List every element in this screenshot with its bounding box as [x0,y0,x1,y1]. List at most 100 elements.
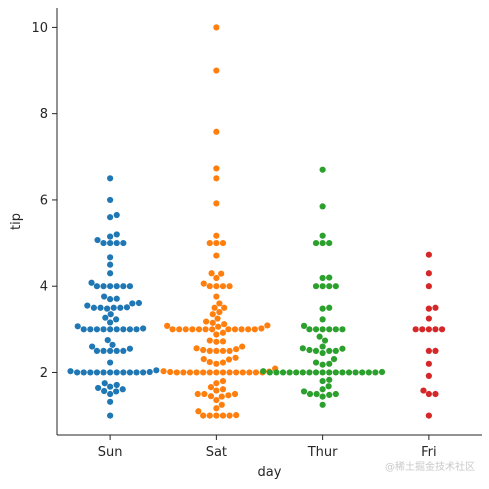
point-sun [104,337,111,344]
point-sat [219,377,227,385]
point-sun [107,390,114,398]
point-sun [113,231,120,238]
point-sun [107,326,114,333]
point-sun [74,323,81,330]
point-fri [432,304,439,311]
point-sun [126,345,134,352]
point-sun [107,261,114,268]
point-fri [425,305,432,312]
point-sun [93,326,101,333]
point-thur [319,203,326,210]
point-thur [319,386,326,393]
point-sun [117,304,124,311]
point-sat [164,322,171,329]
point-sat [207,393,215,400]
point-sun [84,302,91,309]
point-thur [326,391,333,398]
point-sun [107,347,114,354]
point-thur [319,305,326,312]
point-sun [107,270,114,277]
point-sun [100,326,107,333]
point-sat [173,369,180,376]
point-sun [80,369,87,376]
point-thur [325,383,332,390]
point-sat [233,412,240,419]
point-sun [135,299,143,307]
point-thur [260,368,267,375]
point-fri [425,412,432,419]
point-sun [133,369,140,376]
point-sat [258,325,265,332]
point-sat [209,326,216,333]
point-thur [345,369,353,376]
point-sun [107,214,114,221]
point-sat [238,326,245,333]
point-sun [107,359,114,366]
point-sat [219,369,227,376]
point-thur [332,347,339,354]
point-sat [213,338,220,345]
point-sat [213,200,220,207]
point-thur [306,369,313,376]
point-thur [326,274,333,281]
point-sun [120,326,127,333]
point-sat [215,323,222,330]
point-thur [319,369,326,376]
point-sat [219,359,227,366]
point-fri [425,347,432,354]
point-sat [160,368,167,375]
point-fri [425,372,432,380]
point-sat [206,359,213,366]
point-fri [432,390,439,398]
point-sat [219,386,227,393]
point-sun [113,381,120,389]
point-thur [321,337,329,344]
point-sun [107,296,114,303]
point-sun [107,196,114,204]
y-axis-ticks: 2 4 6 8 10 [31,21,57,381]
point-sat [167,368,174,376]
point-sun [133,326,140,333]
point-sat [213,252,220,259]
y-tick-label: 10 [31,21,48,36]
point-fri [432,347,439,354]
point-sat [200,355,207,363]
point-sat [200,412,207,419]
point-sun [107,175,114,182]
y-tick-label: 6 [40,193,48,208]
point-sat [213,331,220,338]
point-sun [107,254,114,261]
point-thur [332,326,339,333]
point-sat [206,347,213,354]
point-thur [319,166,326,173]
point-thur [326,347,333,354]
point-sat [213,293,220,300]
point-sat [219,283,227,290]
point-thur [326,360,333,367]
point-thur [326,239,333,247]
point-thur [316,333,323,340]
point-sun [107,369,114,376]
point-sun [113,283,120,290]
point-sat [213,360,220,367]
point-sun [107,239,114,247]
point-sun [80,326,87,333]
point-thur [339,326,346,333]
point-thur [326,376,333,383]
point-fri [425,315,432,322]
point-sun [146,368,153,376]
point-thur [319,283,326,290]
point-sun [113,239,120,247]
point-sun [113,211,120,219]
point-thur [313,390,320,398]
point-sun [104,305,111,312]
point-fri [438,326,446,333]
point-sat [226,412,233,419]
point-thur [326,326,333,333]
point-sat [231,326,239,333]
point-sun [107,383,114,390]
point-sun [126,283,134,290]
point-sat [213,239,220,247]
point-thur [326,369,333,376]
